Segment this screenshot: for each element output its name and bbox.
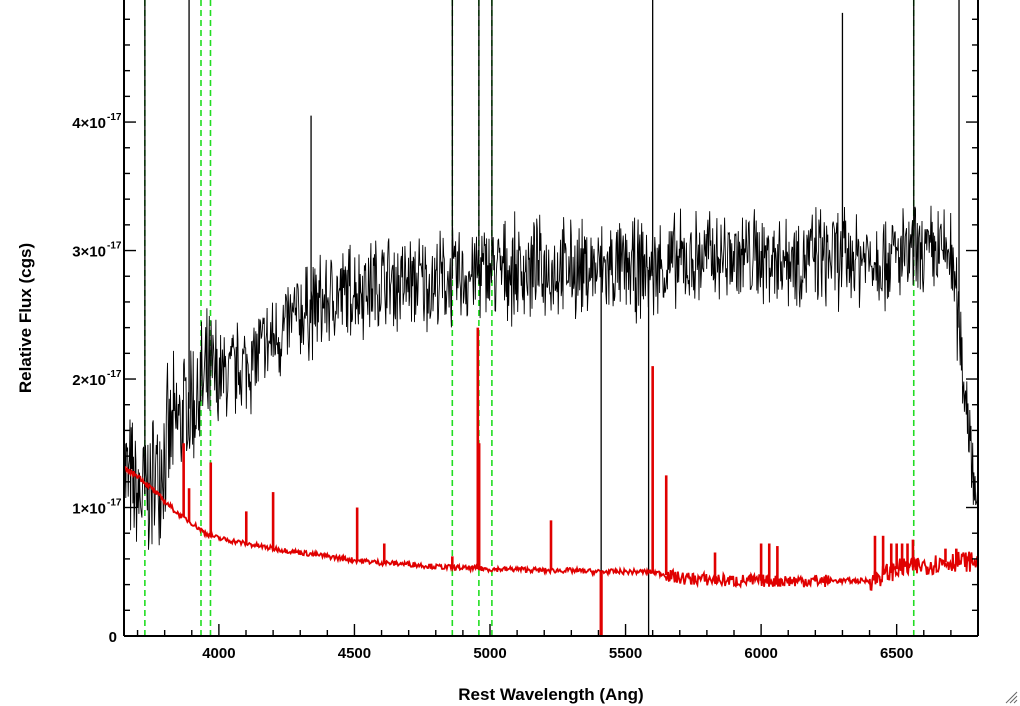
x-tick-label: 5000 — [473, 645, 506, 662]
y-tick-label: 2×10 — [72, 372, 106, 389]
y-axis-label: Relative Flux (cgs) — [16, 243, 35, 393]
plot-frame — [123, 0, 979, 637]
x-tick-label: 6500 — [880, 645, 913, 662]
x-axis-label: Rest Wavelength (Ang) — [458, 685, 643, 704]
y-tick-exponent: -17 — [107, 241, 122, 252]
x-tick-label: 4000 — [202, 645, 235, 662]
y-axis-ticks: 01×10 -172×10 -173×10 -174×10 -17 — [72, 18, 978, 646]
y-tick-label: 1×10 — [72, 501, 106, 518]
x-tick-label: 4500 — [338, 645, 371, 662]
model-spectrum-series — [123, 327, 979, 636]
window-resize-grip-icon[interactable] — [1004, 690, 1018, 704]
x-tick-label: 5500 — [609, 645, 642, 662]
y-tick-label: 0 — [109, 629, 117, 646]
flux-spectrum-line — [123, 205, 978, 550]
x-axis-ticks: 4000 4500 5000 5500 6000 6500 — [136, 624, 979, 662]
y-tick-label: 4×10 — [72, 115, 106, 132]
marker-lines-layer — [144, 0, 915, 636]
x-tick-label: 6000 — [744, 645, 777, 662]
y-tick-exponent: -17 — [107, 369, 122, 380]
y-tick-exponent: -17 — [107, 112, 122, 123]
y-tick-label: 3×10 — [72, 244, 106, 261]
y-tick-exponent: -17 — [107, 498, 122, 509]
